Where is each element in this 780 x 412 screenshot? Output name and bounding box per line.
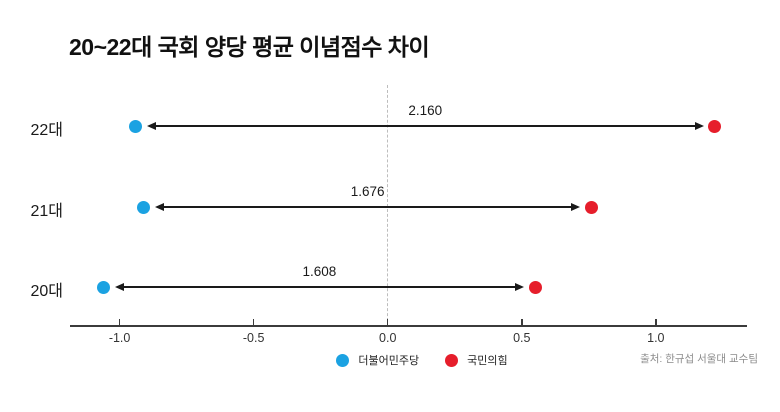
data-point-democratic — [97, 280, 110, 294]
gap-arrow-line — [162, 206, 573, 208]
zero-dashed-line — [387, 85, 389, 326]
data-point-ppp — [528, 280, 542, 294]
gap-arrow-line — [122, 286, 517, 288]
arrowhead-left-icon — [146, 121, 156, 130]
x-axis-tick-label: 0.5 — [513, 331, 531, 345]
x-axis-tick — [118, 319, 121, 325]
legend-label-ppp: 국민의힘 — [467, 355, 508, 367]
gap-arrow-line — [154, 125, 696, 127]
arrowhead-right-icon — [515, 282, 525, 291]
category-label-20대: 20대 — [30, 283, 63, 300]
x-axis-tick-label: -0.5 — [242, 331, 265, 345]
x-axis-tick-label: -1.0 — [108, 331, 131, 345]
legend-item-democratic: 더불어민주당 — [336, 352, 419, 368]
x-axis-tick-label: 1.0 — [647, 331, 665, 345]
legend-dot-red-icon — [445, 353, 459, 367]
category-label-21대: 21대 — [30, 203, 63, 220]
gap-value-label: 1.676 — [350, 184, 385, 199]
category-label-22대: 22대 — [30, 122, 63, 139]
legend-item-ppp: 국민의힘 — [445, 352, 508, 368]
arrowhead-right-icon — [694, 121, 704, 130]
legend-label-democratic: 더불어민주당 — [358, 355, 420, 367]
data-point-ppp — [584, 200, 598, 214]
arrowhead-right-icon — [571, 202, 581, 211]
data-point-ppp — [708, 119, 722, 133]
x-axis-tick — [386, 319, 389, 325]
data-point-democratic — [137, 200, 151, 214]
plot-area: 2.160 1.676 1.608 — [70, 85, 747, 326]
arrowhead-left-icon — [154, 202, 164, 211]
x-axis-tick — [252, 319, 255, 325]
x-axis-tick — [655, 319, 657, 325]
x-axis-line — [70, 325, 747, 327]
data-point-democratic — [129, 119, 143, 133]
arrowhead-left-icon — [114, 282, 124, 291]
chart-title: 20~22대 국회 양당 평균 이념점수 차이 — [69, 34, 430, 60]
gap-value-label: 1.608 — [302, 264, 337, 279]
legend: 더불어민주당 국민의힘 — [64, 352, 780, 368]
source-credit: 출처: 한규섭 서울대 교수팀 — [640, 353, 758, 365]
x-axis-tick — [521, 319, 523, 325]
x-axis-tick-label: 0.0 — [379, 331, 397, 345]
gap-value-label: 2.160 — [408, 103, 443, 118]
legend-dot-blue-icon — [336, 353, 350, 367]
